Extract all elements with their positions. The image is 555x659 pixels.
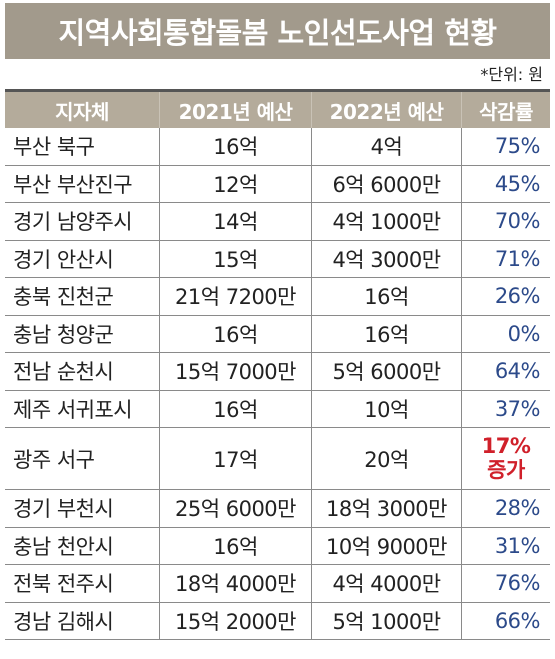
increase-note: 증가 — [487, 457, 525, 482]
row-budget-2022: 20억 — [312, 428, 462, 490]
row-budget-2021: 25억 6000만 — [160, 490, 312, 528]
row-region: 제주 서귀포시 — [5, 390, 160, 428]
column-header-2022-budget: 2022년 예산 — [312, 92, 462, 128]
row-cut-rate: 31% — [462, 528, 550, 565]
column-header-2021-budget: 2021년 예산 — [160, 92, 312, 128]
row-cut-rate: 70% — [462, 203, 550, 241]
row-cut-rate: 76% — [462, 565, 550, 603]
row-budget-2021: 12억 — [160, 165, 312, 203]
row-region: 광주 서구 — [5, 428, 160, 490]
budget-table: 지자체 2021년 예산 2022년 예산 삭감률 부산 북구 16억 4억 7… — [5, 89, 550, 640]
row-cut-rate: 37% — [462, 391, 550, 428]
row-budget-2021: 16억 — [160, 390, 312, 428]
row-budget-2021: 15억 — [160, 240, 312, 278]
column-header-cut-rate: 삭감률 — [462, 92, 550, 128]
row-cut-rate: 0% — [462, 316, 550, 353]
row-budget-2021: 15억 2000만 — [160, 602, 312, 640]
row-budget-2021: 21억 7200만 — [160, 278, 312, 316]
row-region: 경기 남양주시 — [5, 203, 160, 241]
row-region: 충북 진천군 — [5, 278, 160, 316]
row-cut-rate: 66% — [462, 603, 550, 640]
row-budget-2021: 16억 — [160, 315, 312, 353]
row-budget-2022: 4억 — [312, 128, 462, 166]
row-budget-2022: 4억 3000만 — [312, 240, 462, 278]
row-budget-2021: 16억 — [160, 527, 312, 565]
page-title: 지역사회통합돌봄 노인선도사업 현황 — [5, 3, 550, 59]
row-cut-rate: 28% — [462, 490, 550, 528]
row-region: 충남 천안시 — [5, 527, 160, 565]
column-header-region: 지자체 — [5, 92, 160, 128]
row-budget-2021: 16억 — [160, 128, 312, 166]
row-budget-2022: 4억 1000만 — [312, 203, 462, 241]
row-budget-2022: 18억 3000만 — [312, 490, 462, 528]
row-budget-2022: 10억 — [312, 390, 462, 428]
row-budget-2021: 17억 — [160, 428, 312, 490]
row-budget-2022: 10억 9000만 — [312, 527, 462, 565]
row-cut-rate: 75% — [462, 128, 550, 166]
row-budget-2022: 6억 6000만 — [312, 165, 462, 203]
row-budget-2022: 5억 6000만 — [312, 353, 462, 391]
unit-note: *단위: 원 — [480, 65, 543, 84]
increase-rate-value: 17% — [481, 434, 531, 459]
row-cut-rate: 26% — [462, 278, 550, 316]
row-increase-rate: 17% 증가 — [462, 428, 550, 490]
row-region: 경기 부천시 — [5, 490, 160, 528]
row-budget-2022: 5억 1000만 — [312, 602, 462, 640]
row-region: 부산 부산진구 — [5, 165, 160, 203]
row-region: 전남 순천시 — [5, 353, 160, 391]
row-budget-2021: 14억 — [160, 203, 312, 241]
row-budget-2021: 15억 7000만 — [160, 353, 312, 391]
row-region: 부산 북구 — [5, 128, 160, 166]
row-region: 경기 안산시 — [5, 240, 160, 278]
row-budget-2022: 4억 4000만 — [312, 565, 462, 603]
row-cut-rate: 45% — [462, 166, 550, 203]
row-region: 경남 김해시 — [5, 602, 160, 640]
row-cut-rate: 64% — [462, 353, 550, 391]
row-cut-rate: 71% — [462, 241, 550, 278]
row-region: 충남 청양군 — [5, 315, 160, 353]
row-budget-2022: 16억 — [312, 315, 462, 353]
row-budget-2022: 16억 — [312, 278, 462, 316]
row-budget-2021: 18억 4000만 — [160, 565, 312, 603]
row-region: 전북 전주시 — [5, 565, 160, 603]
